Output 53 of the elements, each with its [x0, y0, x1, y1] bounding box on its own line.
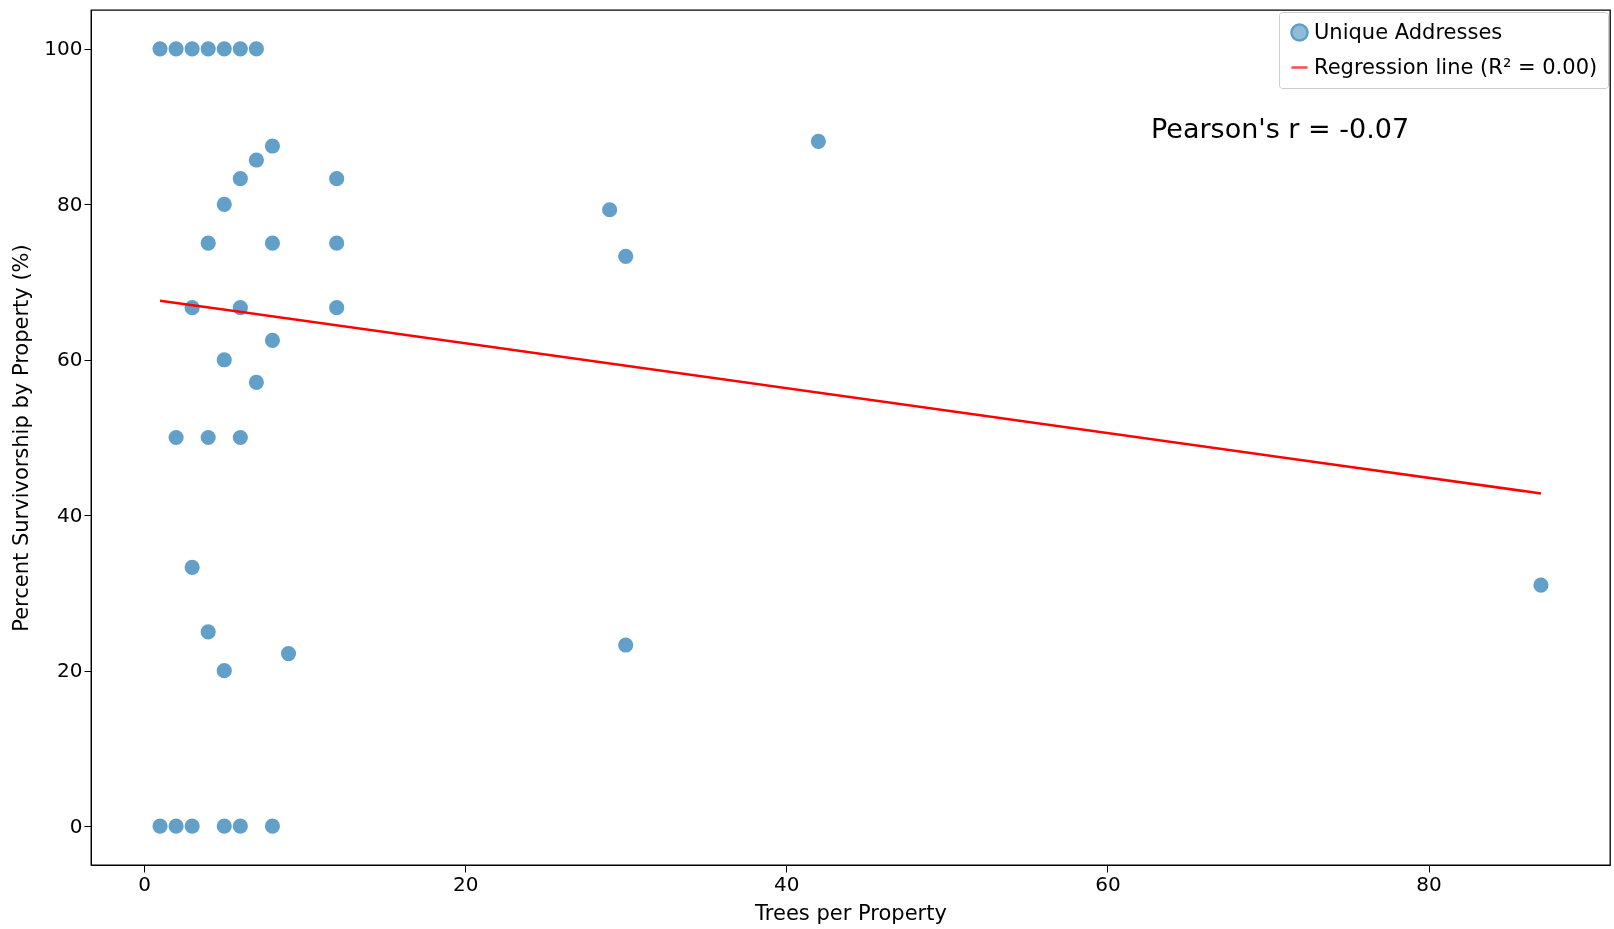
- point: [810, 133, 826, 149]
- point: [184, 818, 200, 834]
- y-tick-label: 40: [57, 502, 83, 527]
- point: [232, 171, 248, 187]
- y-tick-label: 20: [57, 658, 83, 683]
- point: [232, 818, 248, 834]
- point: [248, 152, 264, 168]
- y-tick-label: 60: [57, 347, 83, 372]
- point: [216, 818, 232, 834]
- point: [216, 663, 232, 679]
- point: [200, 235, 216, 251]
- point: [184, 559, 200, 575]
- point: [168, 429, 184, 446]
- y-tick-label: 0: [69, 813, 83, 838]
- point: [152, 818, 168, 834]
- point: [280, 646, 297, 662]
- point: [264, 818, 281, 834]
- point: [232, 41, 248, 57]
- x-tick-label: 40: [774, 871, 800, 896]
- point: [152, 41, 168, 57]
- point: [168, 818, 184, 834]
- point: [200, 41, 216, 57]
- point: [329, 171, 345, 187]
- y-tick-label: 80: [57, 191, 83, 216]
- point: [184, 41, 200, 57]
- point: [200, 429, 216, 446]
- x-tick-label: 0: [138, 871, 151, 896]
- point: [232, 429, 248, 446]
- point: [248, 41, 264, 57]
- point: [618, 637, 634, 653]
- point: [264, 235, 281, 251]
- x-tick-label: 80: [1416, 871, 1442, 896]
- point: [618, 248, 634, 264]
- legend-label: Regression line (R² = 0.00): [1314, 54, 1598, 79]
- point: [216, 41, 232, 57]
- annotation: Pearson's r = -0.07: [1151, 113, 1410, 144]
- point: [329, 300, 345, 316]
- point: [264, 332, 281, 348]
- x-axis-title: Trees per Property: [754, 900, 947, 925]
- point: [168, 41, 184, 57]
- point: [248, 374, 264, 390]
- x-tick-label: 60: [1095, 871, 1121, 896]
- point: [264, 138, 281, 154]
- point: [216, 196, 232, 212]
- x-tick-label: 20: [452, 871, 479, 896]
- point: [216, 352, 232, 368]
- legend-label: Unique Addresses: [1314, 19, 1503, 44]
- y-axis-title: Percent Survivorship by Property (%): [9, 244, 34, 632]
- point: [200, 624, 216, 640]
- point: [329, 235, 345, 251]
- y-tick-label: 100: [44, 36, 83, 61]
- point: [602, 202, 618, 218]
- point: [1533, 577, 1549, 593]
